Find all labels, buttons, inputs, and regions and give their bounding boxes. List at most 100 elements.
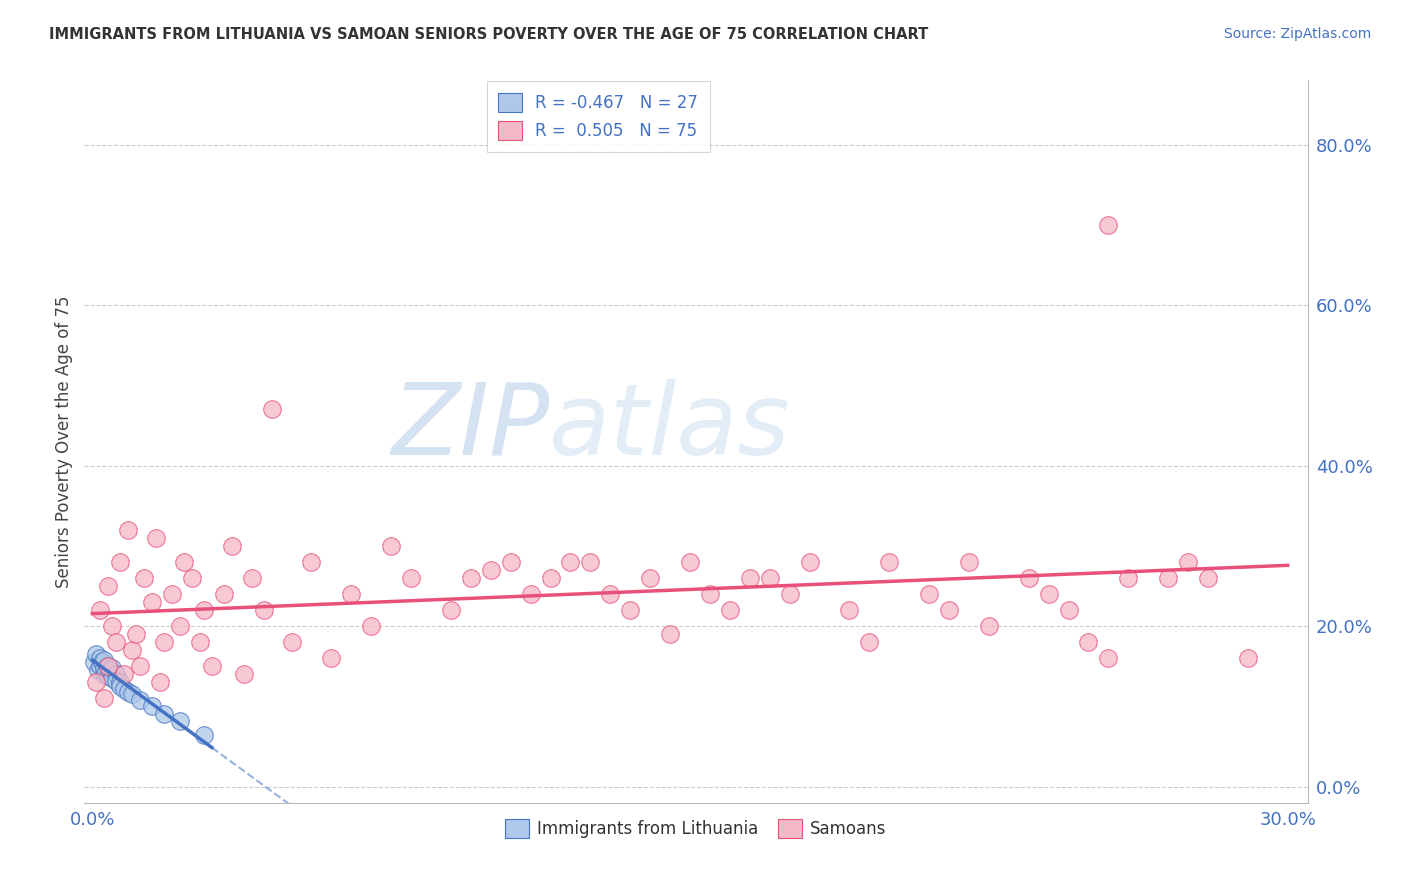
Point bbox=[98, 664, 121, 678]
Point bbox=[181, 571, 204, 585]
Point bbox=[1018, 571, 1040, 585]
Point bbox=[938, 603, 960, 617]
Point bbox=[105, 667, 128, 681]
Point bbox=[560, 555, 582, 569]
Point bbox=[699, 587, 721, 601]
Point bbox=[858, 635, 880, 649]
Point bbox=[499, 555, 522, 569]
Point bbox=[188, 635, 211, 649]
Point bbox=[957, 555, 980, 569]
Point bbox=[1116, 571, 1139, 585]
Point bbox=[799, 555, 821, 569]
Point bbox=[718, 603, 741, 617]
Point bbox=[193, 603, 215, 617]
Point bbox=[141, 699, 163, 714]
Point bbox=[89, 651, 111, 665]
Point bbox=[280, 635, 302, 649]
Point bbox=[83, 655, 105, 669]
Point bbox=[380, 539, 402, 553]
Point bbox=[110, 680, 132, 694]
Point bbox=[117, 685, 139, 699]
Point bbox=[260, 402, 283, 417]
Point bbox=[201, 659, 224, 673]
Point bbox=[141, 595, 163, 609]
Point bbox=[212, 587, 235, 601]
Point bbox=[738, 571, 761, 585]
Point bbox=[112, 667, 135, 681]
Point bbox=[877, 555, 900, 569]
Point bbox=[779, 587, 801, 601]
Point bbox=[153, 707, 176, 722]
Point bbox=[1157, 571, 1180, 585]
Point bbox=[599, 587, 621, 601]
Point bbox=[838, 603, 860, 617]
Point bbox=[340, 587, 363, 601]
Point bbox=[153, 635, 176, 649]
Point bbox=[87, 664, 110, 678]
Point bbox=[134, 571, 156, 585]
Point bbox=[173, 555, 195, 569]
Point bbox=[169, 619, 191, 633]
Point bbox=[479, 563, 502, 577]
Point bbox=[619, 603, 641, 617]
Point bbox=[1236, 651, 1258, 665]
Point bbox=[91, 655, 114, 669]
Point bbox=[440, 603, 463, 617]
Text: ZIP: ZIP bbox=[391, 378, 550, 475]
Point bbox=[460, 571, 482, 585]
Point bbox=[101, 671, 124, 685]
Point bbox=[145, 531, 167, 545]
Text: atlas: atlas bbox=[550, 378, 790, 475]
Point bbox=[129, 659, 152, 673]
Point bbox=[121, 687, 143, 701]
Point bbox=[918, 587, 941, 601]
Point bbox=[93, 661, 115, 675]
Point bbox=[89, 603, 111, 617]
Point bbox=[1097, 651, 1119, 665]
Point bbox=[169, 714, 191, 728]
Point bbox=[659, 627, 682, 641]
Point bbox=[160, 587, 183, 601]
Point bbox=[679, 555, 702, 569]
Point bbox=[86, 648, 108, 662]
Y-axis label: Seniors Poverty Over the Age of 75: Seniors Poverty Over the Age of 75 bbox=[55, 295, 73, 588]
Point bbox=[110, 675, 132, 690]
Point bbox=[360, 619, 382, 633]
Point bbox=[1177, 555, 1199, 569]
Point bbox=[149, 675, 172, 690]
Point bbox=[301, 555, 323, 569]
Point bbox=[1197, 571, 1219, 585]
Point bbox=[117, 523, 139, 537]
Point bbox=[101, 661, 124, 675]
Point bbox=[221, 539, 243, 553]
Point bbox=[579, 555, 602, 569]
Text: IMMIGRANTS FROM LITHUANIA VS SAMOAN SENIORS POVERTY OVER THE AGE OF 75 CORRELATI: IMMIGRANTS FROM LITHUANIA VS SAMOAN SENI… bbox=[49, 27, 928, 42]
Point bbox=[97, 669, 120, 683]
Point bbox=[93, 653, 115, 667]
Point bbox=[110, 555, 132, 569]
Point bbox=[97, 659, 120, 673]
Point bbox=[86, 675, 108, 690]
Point bbox=[1097, 218, 1119, 232]
Point bbox=[105, 635, 128, 649]
Point bbox=[1077, 635, 1099, 649]
Point bbox=[399, 571, 422, 585]
Point bbox=[93, 691, 115, 706]
Point bbox=[105, 673, 128, 688]
Text: Source: ZipAtlas.com: Source: ZipAtlas.com bbox=[1223, 27, 1371, 41]
Point bbox=[193, 728, 215, 742]
Point bbox=[1038, 587, 1060, 601]
Point bbox=[638, 571, 661, 585]
Legend: Immigrants from Lithuania, Samoans: Immigrants from Lithuania, Samoans bbox=[499, 813, 893, 845]
Point bbox=[232, 667, 254, 681]
Point bbox=[977, 619, 1000, 633]
Point bbox=[253, 603, 276, 617]
Point bbox=[129, 693, 152, 707]
Point bbox=[1057, 603, 1080, 617]
Point bbox=[240, 571, 263, 585]
Point bbox=[540, 571, 562, 585]
Point bbox=[321, 651, 343, 665]
Point bbox=[121, 643, 143, 657]
Point bbox=[112, 681, 135, 696]
Point bbox=[758, 571, 780, 585]
